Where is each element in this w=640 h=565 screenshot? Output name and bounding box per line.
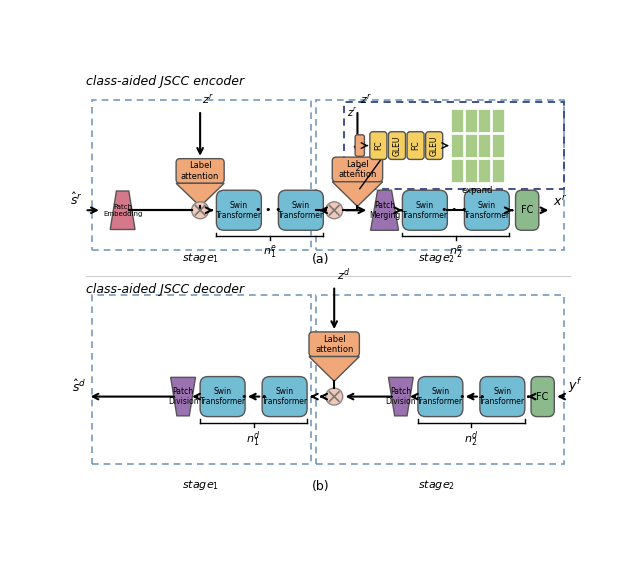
Text: Swin
Transformer: Swin Transformer	[278, 201, 324, 220]
Polygon shape	[171, 377, 195, 416]
FancyBboxPatch shape	[262, 376, 307, 416]
Text: Label
attention: Label attention	[181, 161, 220, 181]
Text: Swin
Transformer: Swin Transformer	[479, 387, 525, 406]
FancyBboxPatch shape	[465, 190, 509, 231]
Text: $n_2^e$: $n_2^e$	[449, 242, 463, 259]
Text: $\hat{s}^r$: $\hat{s}^r$	[70, 192, 83, 208]
Text: $z^d$: $z^d$	[337, 267, 350, 284]
Polygon shape	[371, 190, 399, 231]
FancyBboxPatch shape	[278, 190, 323, 231]
Bar	[451, 134, 463, 157]
Polygon shape	[176, 183, 224, 206]
Text: Patch
Merging: Patch Merging	[369, 201, 400, 220]
Text: expand: expand	[462, 186, 493, 194]
Polygon shape	[110, 191, 135, 229]
Text: FC: FC	[521, 205, 533, 215]
FancyBboxPatch shape	[370, 132, 387, 159]
Text: GLEU: GLEU	[429, 136, 438, 156]
FancyBboxPatch shape	[480, 376, 525, 416]
Polygon shape	[309, 357, 360, 381]
Text: $y^f$: $y^f$	[568, 376, 582, 395]
Bar	[316, 295, 564, 464]
Bar	[465, 134, 477, 157]
Text: • • •: • • •	[459, 392, 485, 402]
Text: Patch
Division: Patch Division	[168, 387, 198, 406]
FancyBboxPatch shape	[216, 190, 261, 231]
Text: • • •: • • •	[241, 392, 268, 402]
Circle shape	[326, 388, 343, 405]
Bar	[344, 102, 564, 189]
Text: $z^r$: $z^r$	[202, 93, 214, 106]
Bar	[465, 110, 477, 132]
Bar	[465, 159, 477, 182]
Bar	[478, 159, 490, 182]
Bar	[478, 134, 490, 157]
Bar	[92, 295, 311, 464]
Text: Swin
Transformer: Swin Transformer	[402, 201, 448, 220]
Text: (a): (a)	[312, 253, 329, 266]
Bar	[92, 100, 311, 250]
Bar	[451, 159, 463, 182]
Text: $stage_1$: $stage_1$	[182, 478, 219, 492]
Text: class-aided JSCC encoder: class-aided JSCC encoder	[86, 76, 244, 89]
Bar	[478, 110, 490, 132]
FancyBboxPatch shape	[355, 135, 364, 157]
Text: $x^r$: $x^r$	[553, 194, 567, 208]
FancyBboxPatch shape	[418, 376, 463, 416]
Text: $stage_2$: $stage_2$	[418, 478, 455, 492]
Text: Swin
Transformer: Swin Transformer	[417, 387, 463, 406]
Text: $n_1^e$: $n_1^e$	[263, 242, 277, 259]
Text: Label
attention: Label attention	[339, 160, 376, 179]
Bar	[492, 159, 504, 182]
Text: $stage_2$: $stage_2$	[418, 251, 455, 265]
Text: GLEU: GLEU	[392, 136, 401, 156]
Circle shape	[191, 202, 209, 219]
Text: Label
attention: Label attention	[315, 334, 353, 354]
FancyBboxPatch shape	[176, 159, 224, 183]
Text: class-aided JSCC decoder: class-aided JSCC decoder	[86, 284, 244, 297]
Text: $z^r$: $z^r$	[348, 106, 358, 119]
FancyBboxPatch shape	[200, 376, 245, 416]
FancyBboxPatch shape	[388, 132, 406, 159]
FancyBboxPatch shape	[516, 190, 539, 231]
Text: Swin
Transformer: Swin Transformer	[200, 387, 246, 406]
Bar	[492, 110, 504, 132]
Text: Swin
Transformer: Swin Transformer	[262, 387, 308, 406]
Text: $z^r$: $z^r$	[360, 93, 372, 106]
Text: $stage_1$: $stage_1$	[182, 251, 219, 265]
Text: $n_1^d$: $n_1^d$	[246, 429, 261, 449]
Polygon shape	[332, 182, 383, 206]
FancyBboxPatch shape	[531, 376, 554, 416]
Text: Swin
Transformer: Swin Transformer	[464, 201, 510, 220]
Text: FC: FC	[536, 392, 549, 402]
Text: • • •: • • •	[441, 205, 468, 215]
Text: $z^r$: $z^r$	[355, 163, 365, 174]
Text: FC: FC	[374, 141, 383, 150]
Text: $\hat{s}^d$: $\hat{s}^d$	[72, 379, 86, 395]
FancyBboxPatch shape	[403, 190, 447, 231]
Bar	[451, 110, 463, 132]
Text: (b): (b)	[312, 480, 329, 493]
Text: FC: FC	[411, 141, 420, 150]
FancyBboxPatch shape	[407, 132, 424, 159]
Polygon shape	[388, 377, 413, 416]
Text: Patch
Division: Patch Division	[385, 387, 416, 406]
FancyBboxPatch shape	[309, 332, 360, 357]
Text: Patch
Embedding: Patch Embedding	[103, 204, 142, 217]
FancyBboxPatch shape	[332, 157, 383, 182]
FancyBboxPatch shape	[426, 132, 443, 159]
Circle shape	[326, 202, 343, 219]
Text: Swin
Transformer: Swin Transformer	[216, 201, 262, 220]
Bar	[492, 134, 504, 157]
Text: $n_2^d$: $n_2^d$	[464, 429, 479, 449]
Bar	[316, 100, 564, 250]
Text: • • •: • • •	[255, 205, 282, 215]
